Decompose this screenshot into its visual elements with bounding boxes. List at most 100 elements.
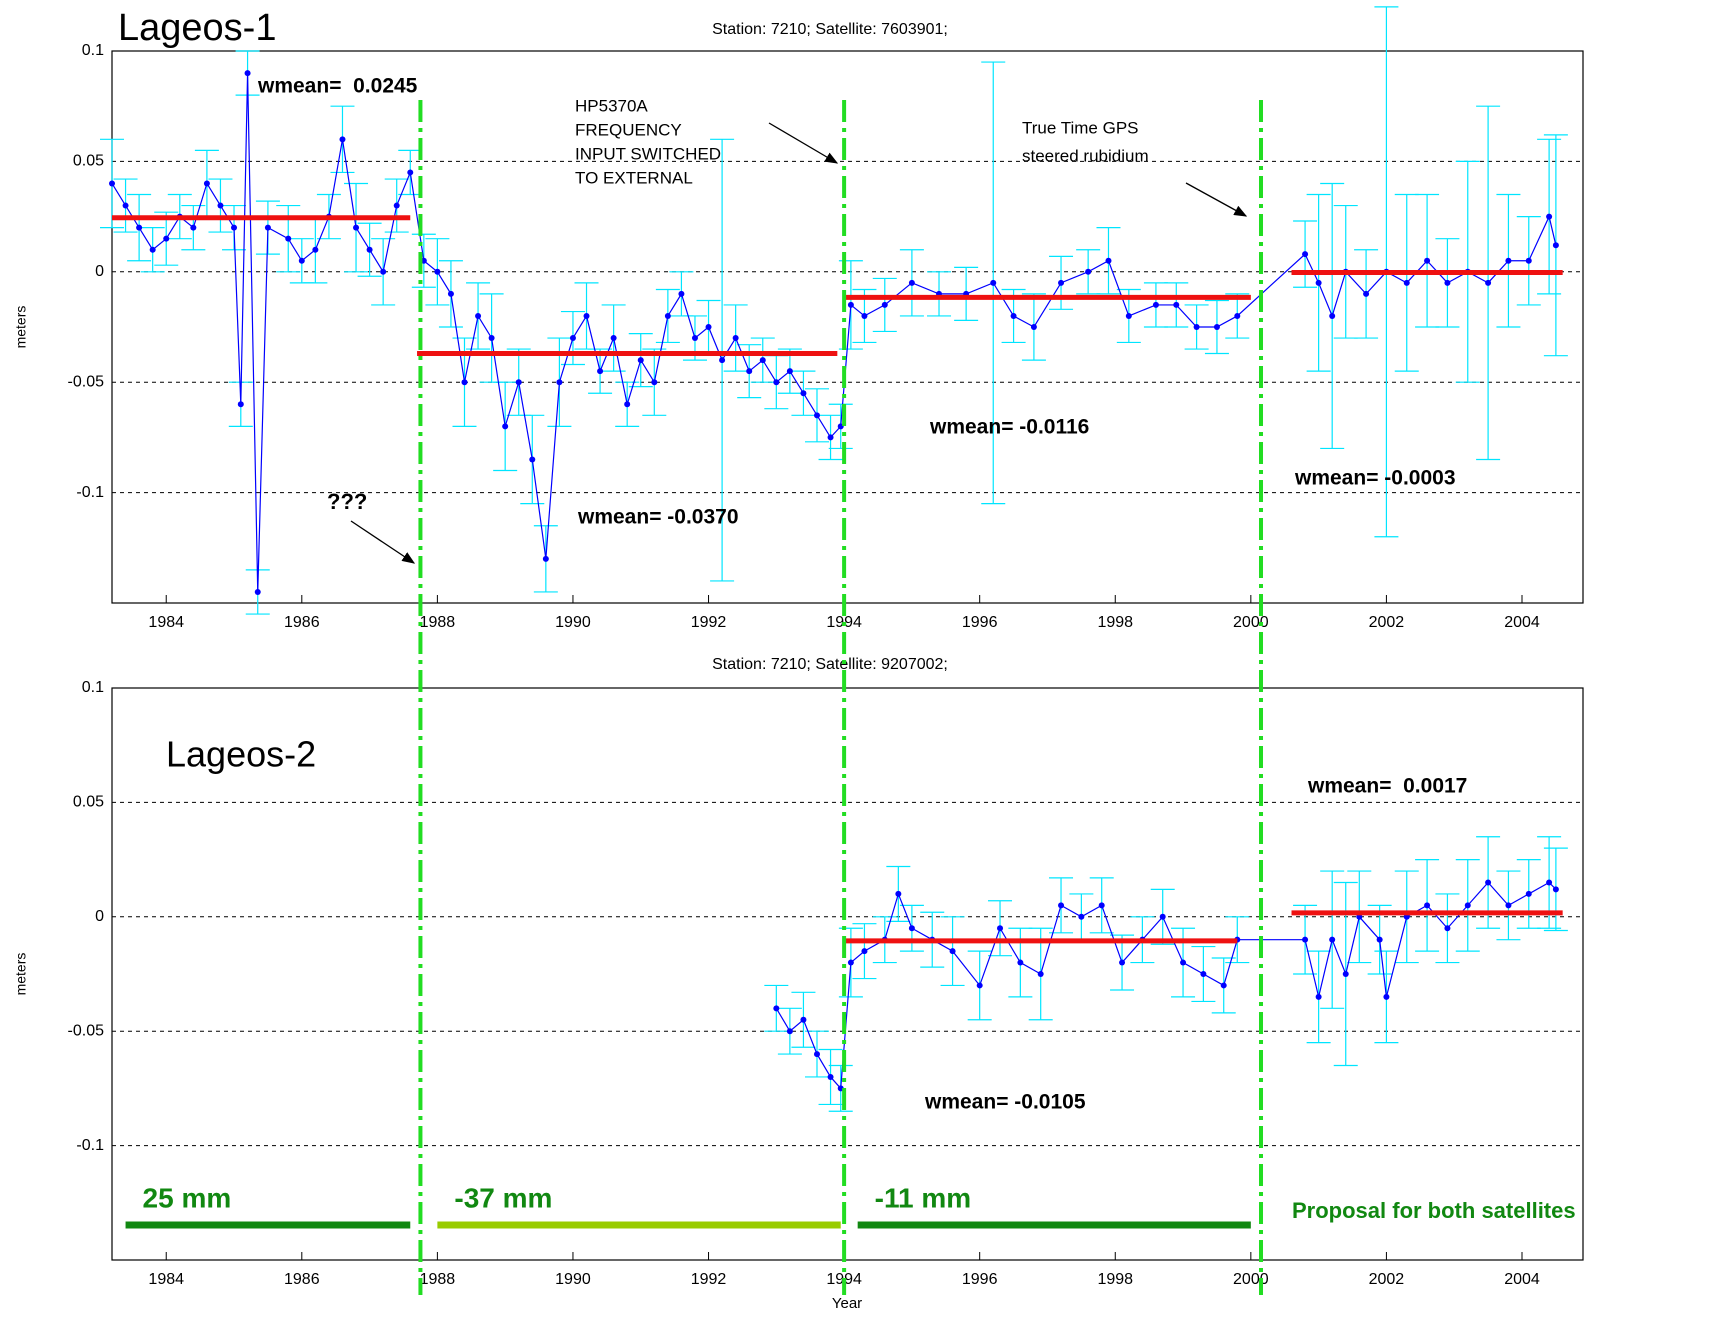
data-point bbox=[976, 982, 983, 989]
data-point bbox=[1424, 257, 1431, 264]
proposal-label: -11 mm bbox=[875, 1182, 972, 1213]
data-point bbox=[990, 279, 997, 286]
data-point bbox=[298, 257, 305, 264]
y-tick-label: 0.05 bbox=[73, 794, 104, 811]
annotation: True Time GPS bbox=[1022, 118, 1139, 137]
y-tick-label: 0.1 bbox=[82, 42, 104, 59]
data-point bbox=[1546, 879, 1553, 886]
data-point bbox=[136, 224, 143, 231]
data-point bbox=[664, 312, 671, 319]
data-point bbox=[1485, 279, 1492, 286]
data-point bbox=[237, 401, 244, 408]
data-point bbox=[1424, 902, 1431, 909]
annotation-arrow bbox=[768, 122, 839, 164]
annotation: HP5370A bbox=[575, 96, 648, 115]
data-point bbox=[1376, 936, 1383, 943]
x-tick-label: 2004 bbox=[1504, 1271, 1540, 1288]
data-point bbox=[190, 224, 197, 231]
data-point bbox=[678, 290, 685, 297]
y-tick-label: 0 bbox=[95, 263, 104, 280]
data-point bbox=[847, 301, 854, 308]
data-point bbox=[339, 136, 346, 143]
data-point bbox=[569, 335, 576, 342]
data-point bbox=[1444, 279, 1451, 286]
annotation: ??? bbox=[327, 489, 367, 514]
data-point bbox=[1152, 301, 1159, 308]
plot-frame bbox=[111, 687, 1584, 1261]
data-point bbox=[847, 959, 854, 966]
data-point bbox=[1525, 257, 1532, 264]
data-point bbox=[461, 379, 468, 386]
x-tick-label: 2002 bbox=[1369, 614, 1405, 631]
chart-title: Station: 7210; Satellite: 9207002; bbox=[712, 656, 948, 673]
data-point bbox=[231, 224, 238, 231]
data-point bbox=[556, 379, 563, 386]
data-point bbox=[1159, 913, 1166, 920]
data-point bbox=[380, 268, 387, 275]
y-tick-label: 0.1 bbox=[82, 679, 104, 696]
data-point bbox=[610, 335, 617, 342]
data-point bbox=[312, 246, 319, 253]
data-point bbox=[800, 390, 807, 397]
data-point bbox=[1173, 301, 1180, 308]
data-point bbox=[1200, 971, 1207, 977]
data-point bbox=[908, 279, 915, 286]
data-point bbox=[1085, 268, 1092, 275]
wmean-label: wmean= -0.0370 bbox=[577, 506, 739, 529]
chart-title: Station: 7210; Satellite: 7603901; bbox=[712, 21, 948, 38]
x-tick-label: 1984 bbox=[148, 614, 184, 631]
data-point bbox=[813, 412, 820, 419]
data-point bbox=[1403, 279, 1410, 286]
data-point bbox=[1010, 312, 1017, 319]
y-tick-label: -0.1 bbox=[76, 484, 104, 501]
data-point bbox=[203, 180, 210, 187]
data-point bbox=[366, 246, 373, 253]
x-tick-label: 2002 bbox=[1369, 1271, 1405, 1288]
data-point bbox=[759, 357, 766, 364]
annotation-arrow bbox=[350, 520, 416, 564]
data-point bbox=[881, 301, 888, 308]
data-point bbox=[1444, 925, 1451, 932]
data-point bbox=[786, 1028, 793, 1035]
data-point bbox=[861, 948, 868, 955]
data-point bbox=[1552, 242, 1559, 249]
data-point bbox=[1078, 913, 1085, 920]
x-axis-label: Year bbox=[832, 1295, 862, 1312]
y-tick-label: 0.05 bbox=[73, 153, 104, 170]
data-point bbox=[800, 1016, 807, 1023]
data-point bbox=[827, 434, 834, 441]
data-point bbox=[488, 335, 495, 342]
proposal-label: 25 mm bbox=[143, 1182, 232, 1213]
x-tick-label: 1988 bbox=[420, 1271, 456, 1288]
x-tick-label: 1990 bbox=[555, 614, 591, 631]
data-point bbox=[217, 202, 224, 209]
data-point bbox=[393, 202, 400, 209]
x-tick-label: 2000 bbox=[1233, 614, 1269, 631]
data-point bbox=[1180, 959, 1187, 966]
data-point bbox=[691, 335, 698, 342]
plot-frame bbox=[111, 50, 1584, 604]
satellite-label: Lageos-2 bbox=[166, 734, 316, 775]
data-point bbox=[502, 423, 509, 430]
data-point bbox=[244, 70, 251, 77]
data-point bbox=[1485, 879, 1492, 886]
data-point bbox=[1125, 312, 1132, 319]
data-point bbox=[908, 925, 915, 932]
data-point bbox=[1119, 959, 1126, 966]
data-point bbox=[529, 456, 536, 463]
x-tick-label: 1986 bbox=[284, 1271, 320, 1288]
x-tick-label: 1992 bbox=[691, 1271, 727, 1288]
data-point bbox=[624, 401, 631, 408]
wmean-label: wmean= -0.0116 bbox=[929, 416, 1089, 439]
data-point bbox=[637, 357, 644, 364]
data-point bbox=[475, 312, 482, 319]
data-point bbox=[1329, 312, 1336, 319]
x-tick-label: 1988 bbox=[420, 614, 456, 631]
data-point bbox=[1329, 936, 1336, 943]
x-tick-label: 1984 bbox=[148, 1271, 184, 1288]
y-axis-label: meters bbox=[13, 953, 29, 996]
annotation: FREQUENCY bbox=[575, 120, 682, 139]
x-tick-label: 1986 bbox=[284, 614, 320, 631]
data-point bbox=[1363, 290, 1370, 297]
data-point bbox=[1505, 902, 1512, 909]
